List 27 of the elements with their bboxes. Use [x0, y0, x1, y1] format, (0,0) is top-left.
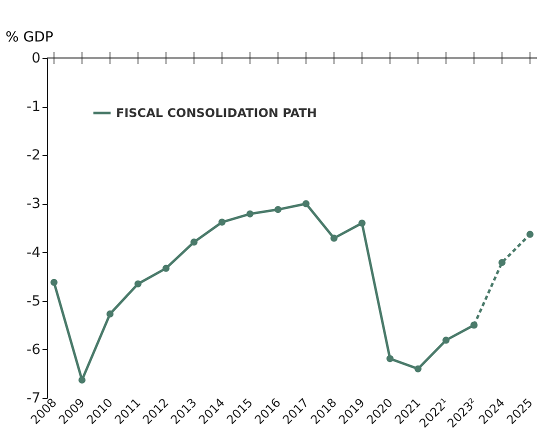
y-tick-label: -5: [26, 293, 40, 310]
point: [190, 238, 198, 246]
point: [330, 234, 338, 242]
point: [218, 218, 226, 226]
y-tick-label: -4: [26, 244, 41, 261]
point: [274, 206, 282, 214]
point: [498, 258, 506, 266]
legend-label: FISCAL CONSOLIDATION PATH: [116, 106, 317, 120]
point: [106, 310, 114, 318]
y-tick-label: -2: [26, 148, 40, 164]
point: [526, 230, 534, 238]
y-tick-label: -6: [26, 342, 41, 358]
point: [50, 278, 58, 286]
y-tick-label: -3: [26, 196, 40, 212]
point: [246, 210, 254, 218]
point: [470, 322, 478, 329]
point: [302, 200, 310, 208]
point: [134, 280, 142, 288]
point: [386, 355, 394, 362]
y-tick-label: 0: [32, 50, 40, 66]
y-axis-title: % GDP: [6, 30, 54, 46]
point: [358, 220, 366, 227]
point: [414, 365, 422, 372]
point: [162, 264, 170, 272]
point: [442, 336, 450, 344]
y-tick-label: -1: [26, 99, 40, 116]
point: [78, 376, 86, 384]
